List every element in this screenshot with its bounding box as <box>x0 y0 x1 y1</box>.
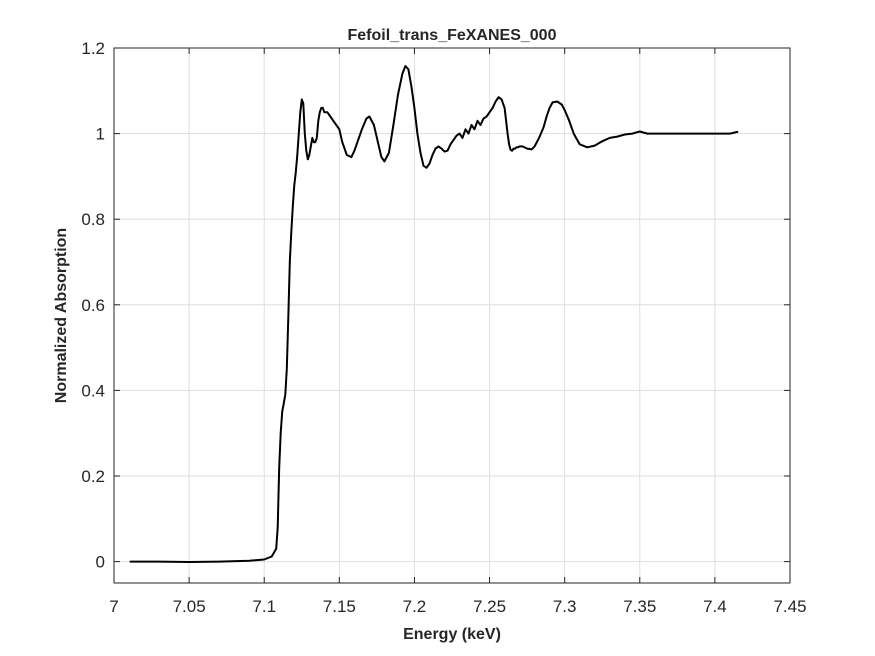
y-tick-label: 0.8 <box>81 210 105 229</box>
x-tick-label: 7 <box>109 597 118 616</box>
x-tick-label: 7.2 <box>403 597 427 616</box>
ticks: 7 7.05 7.1 7.15 7.2 7.25 7.3 7.35 7.4 7.45 0 0.2 0.4… <box>81 39 806 616</box>
x-tick-label: 7.3 <box>553 597 577 616</box>
y-tick-label: 1 <box>96 125 105 144</box>
y-tick-label: 0.4 <box>81 381 105 400</box>
chart-title: Fefoil_trans_FeXANES_000 <box>348 27 557 44</box>
x-tick-label: 7.35 <box>623 597 656 616</box>
axes-box <box>113 47 791 584</box>
y-tick-label: 0.2 <box>81 467 105 486</box>
series-layer <box>129 65 739 563</box>
x-tick-label: 7.1 <box>252 597 276 616</box>
y-axis-title: Normalized Absorption <box>53 228 70 403</box>
x-tick-label: 7.25 <box>473 597 506 616</box>
x-tick-label: 7.45 <box>773 597 806 616</box>
x-axis-title: Energy (keV) <box>403 626 501 643</box>
x-tick-label: 7.4 <box>703 597 727 616</box>
y-tick-label: 0.6 <box>81 296 105 315</box>
x-tick-label: 7.15 <box>323 597 356 616</box>
y-tick-label: 0 <box>96 553 105 572</box>
y-tick-label: 1.2 <box>81 39 105 58</box>
x-tick-label: 7.05 <box>173 597 206 616</box>
series-line <box>129 65 739 563</box>
